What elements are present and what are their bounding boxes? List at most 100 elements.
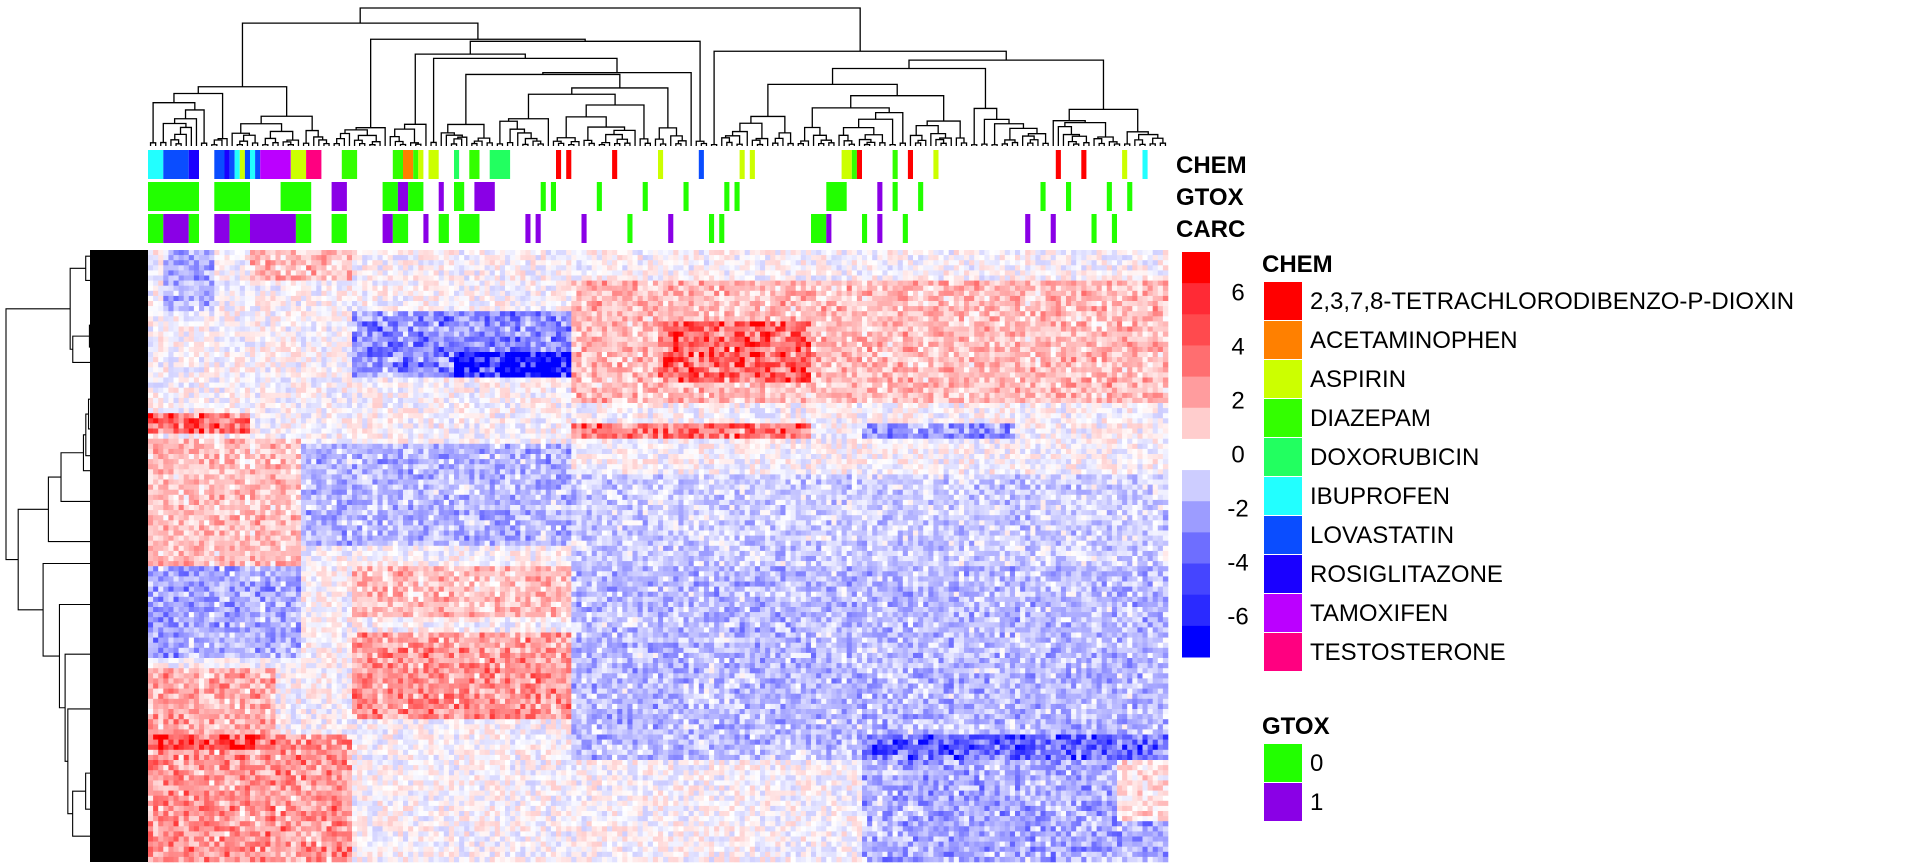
heatmap-cell [1117,295,1123,302]
heatmap-cell [897,306,904,312]
dendrogram-branch [389,135,400,146]
heatmap-cell [617,280,623,286]
heatmap-cell [260,331,266,337]
heatmap-cell [867,331,873,337]
dendrogram-branch [926,120,961,139]
dendrogram-branch [797,143,804,146]
dendrogram-branch [473,140,483,146]
heatmap-cell [377,255,383,261]
heatmap-cell [1096,336,1102,343]
heatmap-cell [714,357,720,363]
heatmap-cell [867,316,873,322]
heatmap-cell [403,260,409,266]
heatmap-cell [846,250,853,256]
heatmap-cell [346,321,353,327]
heatmap-cell [367,352,373,358]
heatmap-cell [1066,285,1072,292]
heatmap-cell [703,301,710,307]
heatmap-cell [1060,306,1067,312]
heatmap-cell [1015,341,1021,348]
heatmap-cell [1147,250,1153,256]
heatmap-cell [403,290,409,297]
heatmap-cell [397,295,404,302]
heatmap-cell [969,352,975,358]
heatmap-cell [372,265,378,271]
heatmap-cell [163,280,169,286]
heatmap-cell [270,265,276,271]
heatmap-cell [652,316,659,322]
heatmap-cell [1066,341,1072,348]
heatmap-cell [275,301,281,307]
heatmap-cell [775,295,781,302]
heatmap-cell [275,341,281,348]
heatmap-cell [530,316,536,322]
heatmap-cell [887,352,893,358]
heatmap-cell [918,270,924,276]
heatmap-cell [260,285,266,292]
heatmap-cell [270,290,276,297]
heatmap-cell [688,295,694,302]
heatmap-cell [341,352,348,358]
heatmap-cell [1117,275,1123,281]
heatmap-cell [255,316,261,322]
heatmap-cell [1071,280,1077,286]
heatmap-cell [1040,331,1046,337]
heatmap-cell [1127,352,1133,358]
heatmap-cell [775,352,781,358]
heatmap-cell [867,280,873,286]
heatmap-cell [1117,326,1123,332]
heatmap-cell [377,331,383,337]
heatmap-cell [275,280,281,286]
heatmap-cell [510,326,516,332]
heatmap-cell [862,255,868,261]
heatmap-cell [698,250,705,256]
heatmap-cell [800,301,807,307]
heatmap-cell [1127,331,1133,337]
heatmap-cell [841,331,847,337]
heatmap-cell [683,270,689,276]
heatmap-cell [474,285,480,292]
heatmap-cell [703,321,710,327]
heatmap-cell [494,275,501,281]
heatmap-cell [561,306,567,312]
heatmap-cell [596,255,603,261]
heatmap-cell [984,265,990,271]
heatmap-cell [479,346,485,353]
heatmap-cell [780,301,786,307]
heatmap-cell [678,321,684,327]
heatmap-cell [499,341,506,348]
heatmap-cell [367,265,373,271]
heatmap-cell [826,301,832,307]
heatmap-cell [958,306,965,312]
heatmap-cell [1096,285,1102,292]
heatmap-cell [459,265,465,271]
heatmap-cell [326,311,332,317]
heatmap-cell [362,311,368,317]
heatmap-cell [1035,285,1041,292]
heatmap-cell [448,336,455,343]
annotation-cell-carc [709,214,715,243]
heatmap-cell [1147,265,1153,271]
heatmap-cell [678,352,684,358]
heatmap-cell [627,311,633,317]
heatmap-cell [984,255,990,261]
heatmap-cell [285,316,292,322]
heatmap-cell [846,280,853,286]
heatmap-cell [1071,331,1077,337]
heatmap-cell [775,285,781,292]
heatmap-cell [1122,250,1128,256]
heatmap-cell [923,306,929,312]
heatmap-cell [301,280,307,286]
heatmap-cell [994,285,1000,292]
heatmap-cell [229,270,235,276]
heatmap-cell [1055,275,1062,281]
heatmap-cell [397,306,404,312]
heatmap-cell [811,265,817,271]
heatmap-cell [433,352,439,358]
heatmap-cell [1127,346,1133,353]
heatmap-cell [785,255,791,261]
heatmap-cell [836,275,842,281]
heatmap-cell [709,306,715,312]
heatmap-cell [1147,336,1153,343]
heatmap-cell [678,331,684,337]
